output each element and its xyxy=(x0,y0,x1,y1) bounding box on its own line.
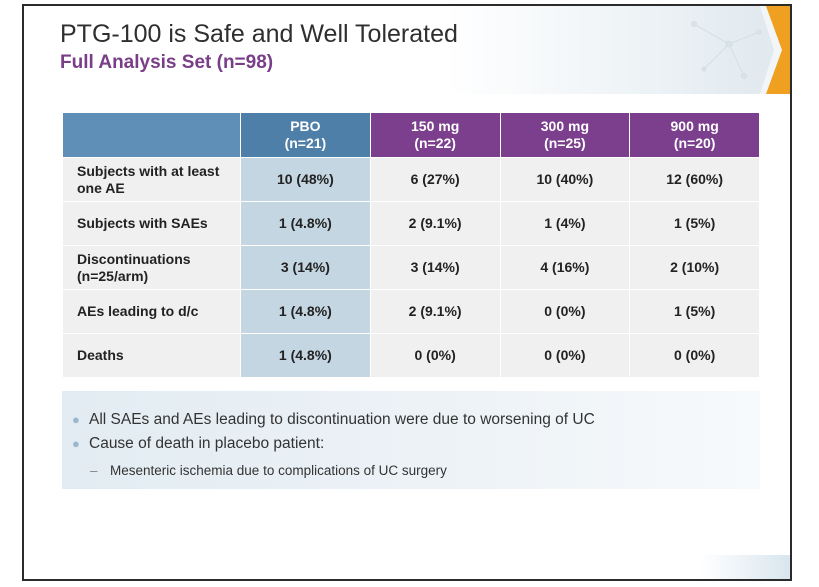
network-decoration xyxy=(691,21,762,79)
bullet-item: ● All SAEs and AEs leading to discontinua… xyxy=(72,411,595,429)
table-cell: 1 (4.8%) xyxy=(240,289,371,334)
table-cell: 1 (5%) xyxy=(629,201,760,246)
header-arm-n: (n=25) xyxy=(544,135,586,151)
table-cell: 2 (10%) xyxy=(629,245,760,290)
sub-bullet-text: Mesenteric ischemia due to complications… xyxy=(110,463,447,478)
table-row: AEs leading to d/c 1 (4.8%) 2 (9.1%) 0 (… xyxy=(62,289,760,334)
table-cell: 0 (0%) xyxy=(499,289,631,334)
slide-title: PTG-100 is Safe and Well Tolerated xyxy=(60,20,458,48)
footer-band xyxy=(700,555,790,579)
header-900mg: 900 mg (n=20) xyxy=(629,112,760,158)
table-cell: 0 (0%) xyxy=(369,333,501,378)
dash-icon: – xyxy=(90,463,98,478)
header-pbo: PBO (n=21) xyxy=(240,112,371,158)
table-cell: 1 (4%) xyxy=(499,201,631,246)
table-cell: 12 (60%) xyxy=(629,157,760,202)
table-row: Subjects with at least one AE 10 (48%) 6… xyxy=(62,157,760,202)
row-label: Subjects with at least one AE xyxy=(62,157,241,202)
row-label: AEs leading to d/c xyxy=(62,289,241,334)
bullet-item: ● Cause of death in placebo patient: xyxy=(72,435,324,453)
table-header-row: PBO (n=21) 150 mg (n=22) 300 mg (n=25) 9… xyxy=(62,112,760,158)
table-row: Subjects with SAEs 1 (4.8%) 2 (9.1%) 1 (… xyxy=(62,201,760,246)
header-arm-n: (n=21) xyxy=(284,135,327,151)
table-cell: 2 (9.1%) xyxy=(369,201,501,246)
bullet-text: Cause of death in placebo patient: xyxy=(89,435,325,452)
row-label: Deaths xyxy=(62,333,241,378)
notes-box: ● All SAEs and AEs leading to discontinua… xyxy=(62,391,760,489)
slide-subtitle: Full Analysis Set (n=98) xyxy=(60,52,274,73)
header-arm-name: PBO xyxy=(290,118,321,134)
sub-bullet-item: – Mesenteric ischemia due to complication… xyxy=(90,463,447,478)
table-cell: 3 (14%) xyxy=(240,245,371,290)
header-300mg: 300 mg (n=25) xyxy=(499,112,631,158)
table-cell: 1 (4.8%) xyxy=(240,333,371,378)
header-corner-cell xyxy=(62,112,241,158)
table-cell: 1 (4.8%) xyxy=(240,201,371,246)
table-cell: 1 (5%) xyxy=(629,289,760,334)
table-cell: 3 (14%) xyxy=(369,245,501,290)
slide: PTG-100 is Safe and Well Tolerated Full … xyxy=(22,4,792,581)
header-arm-name: 300 mg xyxy=(540,118,589,134)
adverse-events-table: PBO (n=21) 150 mg (n=22) 300 mg (n=25) 9… xyxy=(62,112,760,378)
table-cell: 0 (0%) xyxy=(629,333,760,378)
header-arm-name: 150 mg xyxy=(411,118,460,134)
header-150mg: 150 mg (n=22) xyxy=(369,112,501,158)
header-band xyxy=(24,6,790,94)
row-label: Discontinuations (n=25/arm) xyxy=(62,245,241,290)
bullet-text: All SAEs and AEs leading to discontinuat… xyxy=(89,411,595,428)
table-row: Deaths 1 (4.8%) 0 (0%) 0 (0%) 0 (0%) xyxy=(62,333,760,378)
header-arm-name: 900 mg xyxy=(670,118,719,134)
bullet-dot-icon: ● xyxy=(72,436,80,451)
table-cell: 0 (0%) xyxy=(499,333,631,378)
corner-arrow-accent xyxy=(760,6,790,94)
table-cell: 2 (9.1%) xyxy=(369,289,501,334)
table-cell: 10 (48%) xyxy=(240,157,371,202)
bullet-dot-icon: ● xyxy=(72,412,80,427)
row-label: Subjects with SAEs xyxy=(62,201,241,246)
table-cell: 6 (27%) xyxy=(369,157,501,202)
header-arm-n: (n=20) xyxy=(673,135,716,151)
table-cell: 10 (40%) xyxy=(499,157,631,202)
table-row: Discontinuations (n=25/arm) 3 (14%) 3 (1… xyxy=(62,245,760,290)
table-cell: 4 (16%) xyxy=(499,245,631,290)
header-arm-n: (n=22) xyxy=(414,135,456,151)
